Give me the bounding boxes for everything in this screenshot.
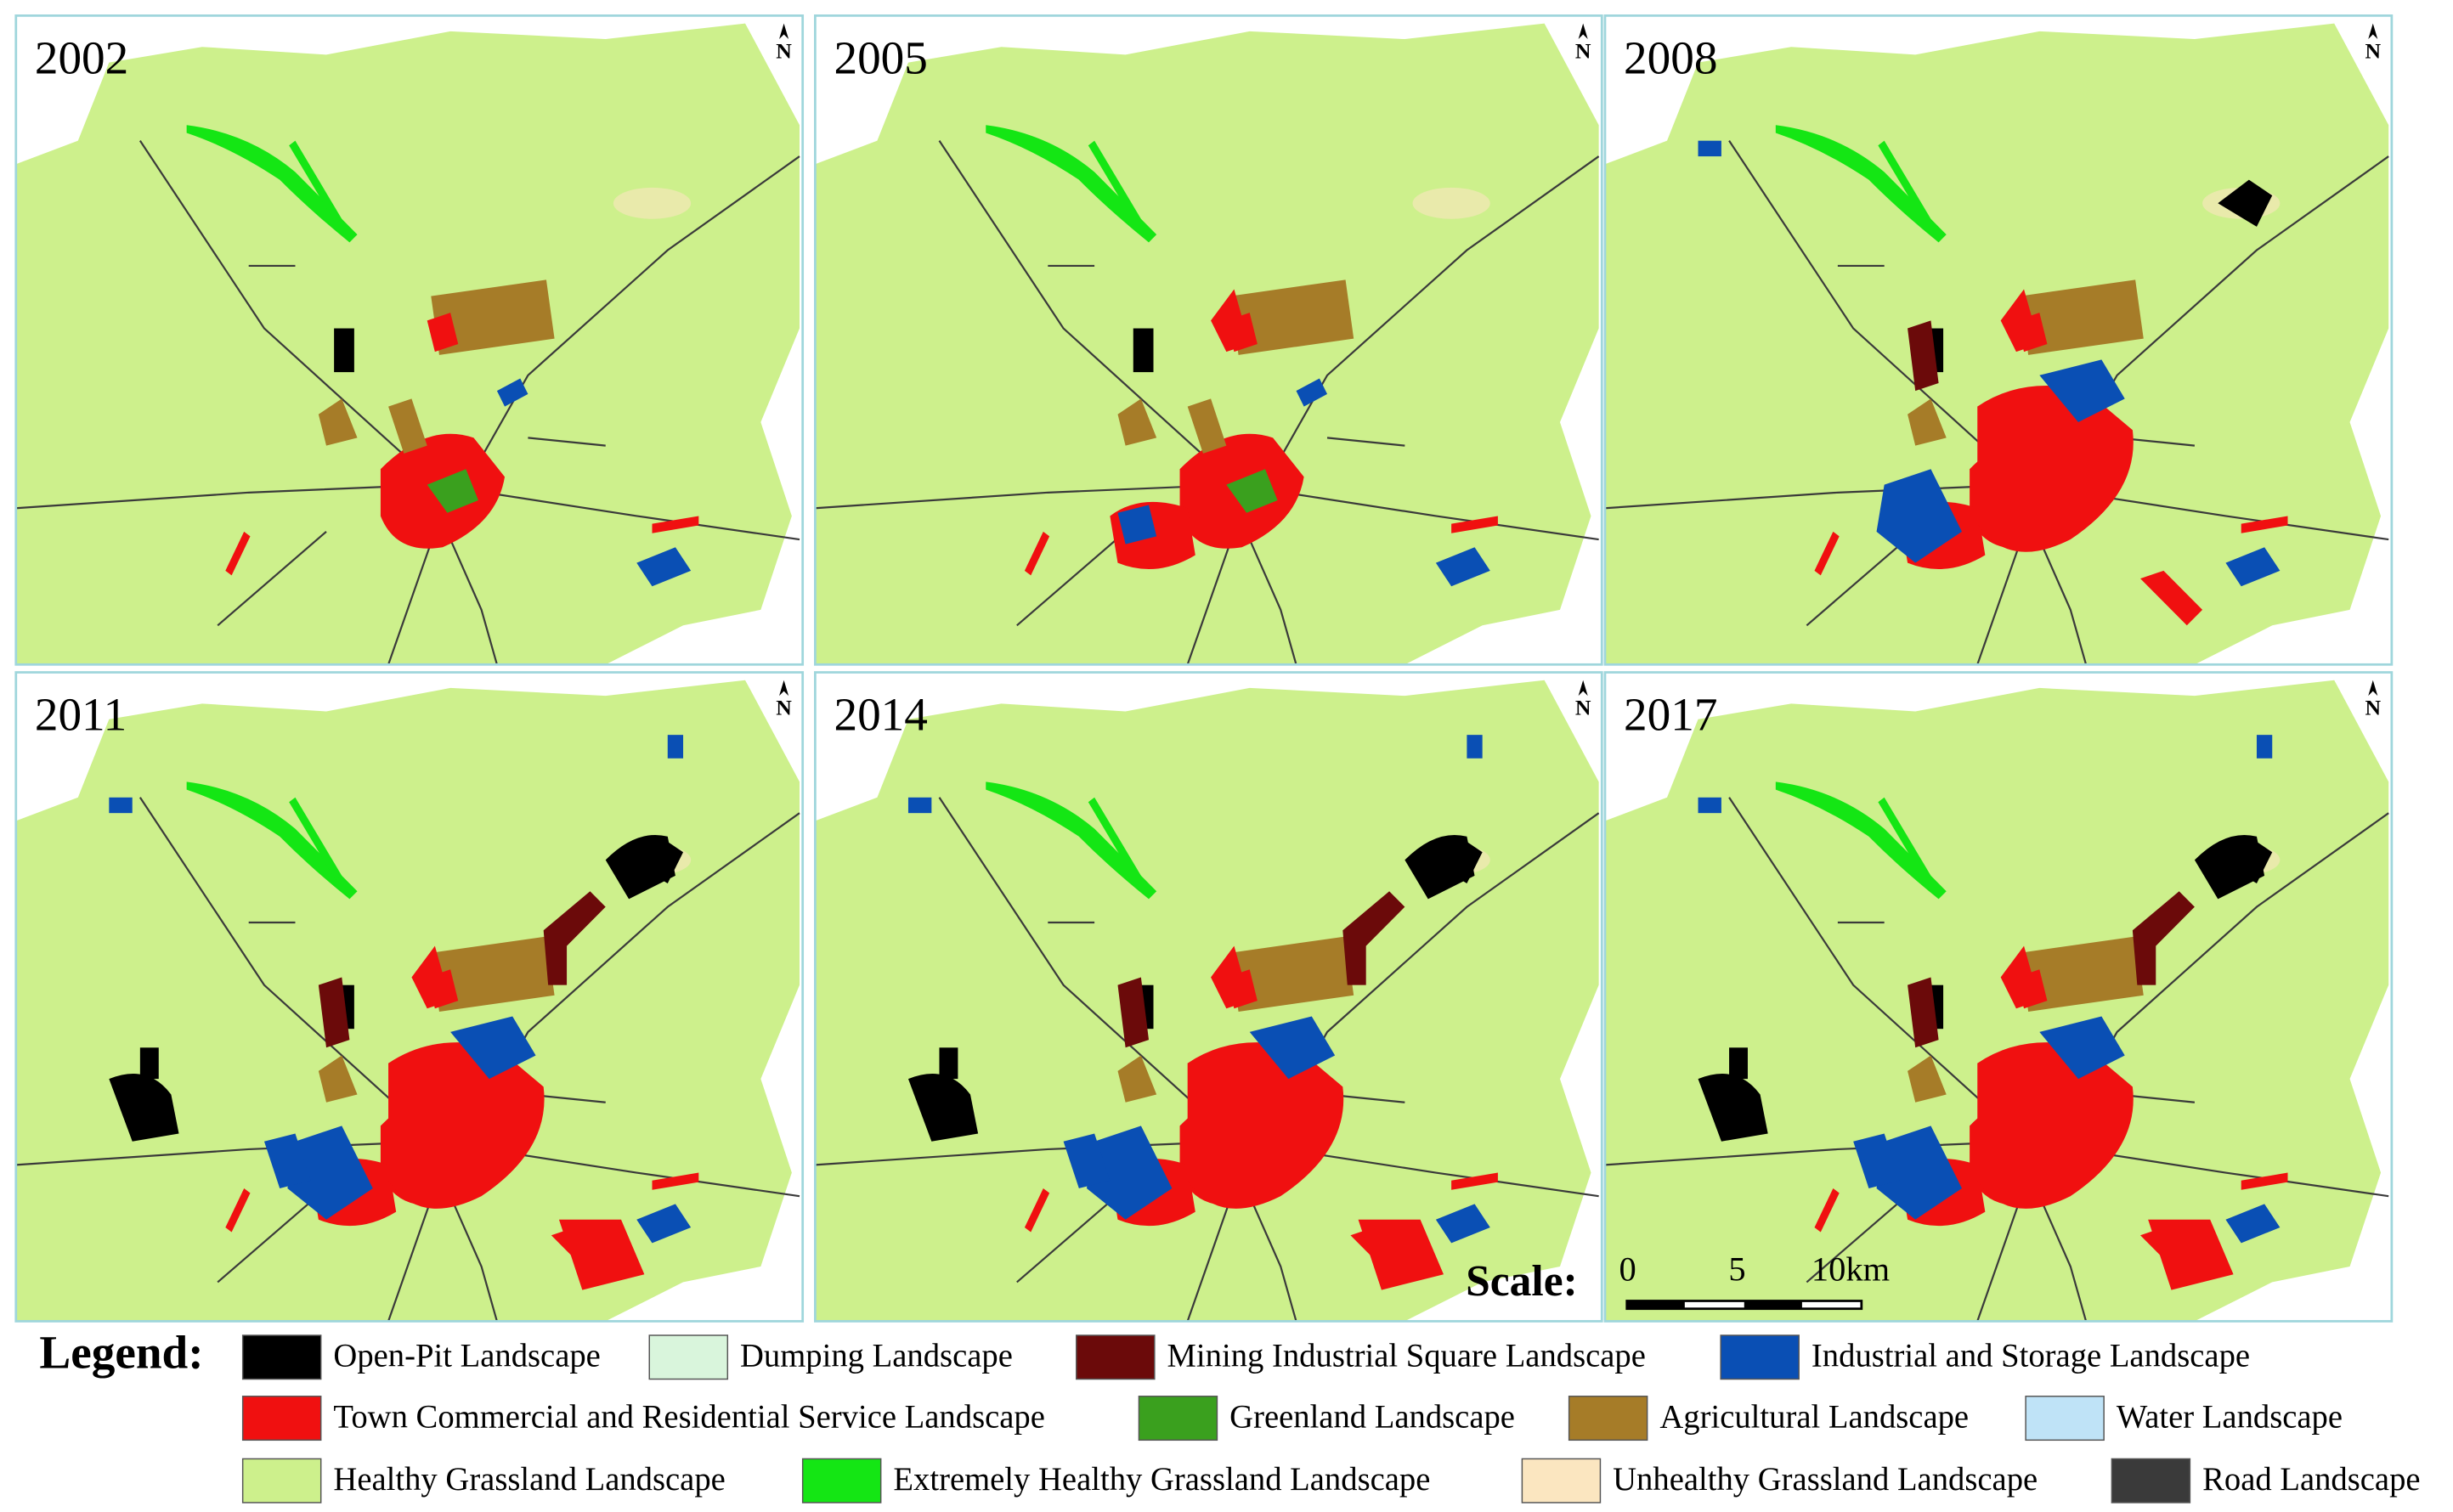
map-panels: 2002 N 2005 N 2008 N 2011 N 2014 N 2017 N [14, 14, 2394, 1323]
map-area [815, 22, 1602, 665]
panel-border [814, 14, 1603, 666]
legend-swatch [1720, 1334, 1800, 1380]
map-area [1604, 679, 2392, 1322]
panel-year: 2008 [1624, 31, 1717, 83]
legend-swatch [1076, 1334, 1156, 1380]
landscape-map [815, 22, 1602, 665]
legend-swatch [2111, 1458, 2191, 1504]
legend: Legend: Open-Pit Landscape Dumping Landsc… [39, 1326, 2421, 1504]
panel-year: 2017 [1624, 688, 1717, 740]
panel-border [1603, 671, 2394, 1323]
north-arrow [779, 23, 789, 40]
map-area [1604, 22, 2392, 665]
map-panel: 2005 N [814, 14, 1603, 666]
landscape-map [1604, 679, 2392, 1322]
scale-tick-label: 0 [1619, 1250, 1636, 1289]
map-panel: 2011 N [14, 671, 805, 1323]
panel-year: 2005 [834, 31, 927, 83]
panel-border [1603, 14, 2394, 666]
legend-label: Agricultural Landscape [1659, 1399, 1969, 1435]
legend-label: Open-Pit Landscape [333, 1338, 600, 1374]
north-arrow [1578, 680, 1588, 697]
legend-swatch [801, 1458, 882, 1504]
panel-border [814, 671, 1603, 1323]
panel-border [14, 671, 805, 1323]
north-label: N [2365, 38, 2381, 63]
legend-swatch [2025, 1396, 2105, 1441]
scale-bar: Scale: 0 5 10km [1466, 1250, 1890, 1311]
panel-year: 2011 [35, 688, 127, 740]
north-label: N [1575, 696, 1591, 720]
legend-swatch [241, 1458, 322, 1504]
panel-year: 2014 [834, 688, 927, 740]
legend-label: Healthy Grassland Landscape [333, 1462, 725, 1498]
map-panel: 2002 N [14, 14, 805, 666]
north-label: N [776, 696, 792, 720]
north-label: N [2365, 696, 2381, 720]
legend-swatch [1138, 1396, 1218, 1441]
panel-border [14, 14, 805, 666]
map-area [15, 22, 803, 665]
north-arrow [1578, 23, 1588, 40]
north-arrow [2368, 680, 2378, 697]
legend-label: Unhealthy Grassland Landscape [1613, 1462, 2038, 1498]
map-panel: 2017 N [1603, 671, 2394, 1323]
legend-swatch [648, 1334, 729, 1380]
legend-swatch [241, 1334, 322, 1380]
scale-bar-segment [1744, 1300, 1802, 1309]
legend-label: Dumping Landscape [740, 1338, 1013, 1374]
legend-label: Road Landscape [2202, 1462, 2420, 1498]
legend-label: Water Landscape [2117, 1399, 2343, 1435]
legend-label: Industrial and Storage Landscape [1811, 1338, 2250, 1374]
north-label: N [776, 38, 792, 63]
map-area [815, 679, 1602, 1322]
landscape-map [15, 679, 803, 1322]
north-arrow [779, 680, 789, 697]
north-arrow [2368, 23, 2378, 40]
landscape-map [1604, 22, 2392, 665]
legend-label: Mining Industrial Square Landscape [1167, 1338, 1646, 1374]
legend-label: Extremely Healthy Grassland Landscape [893, 1462, 1430, 1498]
landscape-map [15, 22, 803, 665]
legend-label: Greenland Landscape [1229, 1399, 1515, 1435]
legend-swatch [241, 1396, 322, 1441]
scale-title: Scale: [1466, 1257, 1578, 1306]
landscape-map [815, 679, 1602, 1322]
scale-bar-segment [1626, 1300, 1685, 1309]
map-panel: 2014 N [814, 671, 1603, 1323]
legend-swatch [1568, 1396, 1648, 1441]
legend-title: Legend: [39, 1326, 203, 1378]
map-area [15, 679, 803, 1322]
legend-label: Town Commercial and Residential Service … [333, 1399, 1044, 1435]
scale-tick-label: 10km [1811, 1250, 1890, 1289]
north-label: N [1575, 38, 1591, 63]
scale-tick-label: 5 [1728, 1250, 1745, 1289]
map-panel: 2008 N [1603, 14, 2394, 666]
panel-year: 2002 [35, 31, 128, 83]
legend-swatch [1521, 1458, 1602, 1504]
